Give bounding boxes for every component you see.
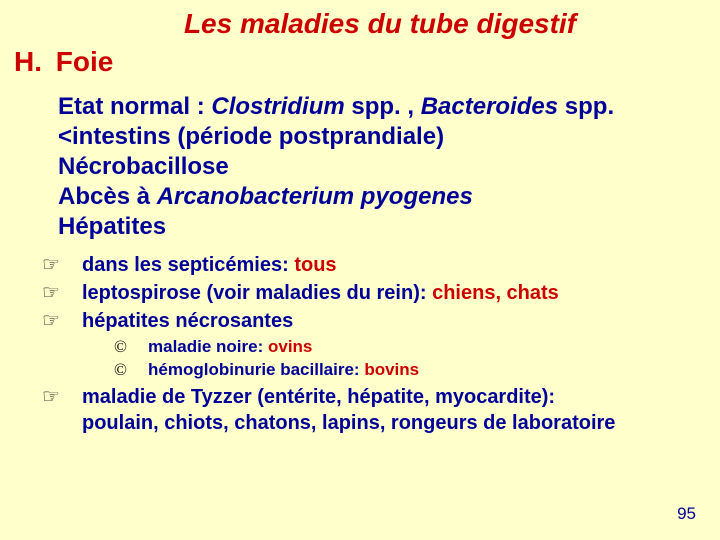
bullet-c2: hémoglobinurie bacillaire: bovins <box>148 359 419 382</box>
body-line-5: Hépatites <box>58 212 706 242</box>
bullet-f3: hépatites nécrosantes <box>82 308 293 334</box>
copyright-icon: © <box>114 359 148 382</box>
bullet-f1-text: dans les septicémies: <box>82 254 294 276</box>
bullet-c2-species: bovins <box>364 360 419 379</box>
body-line-1-mid: spp. , <box>345 93 421 120</box>
bullet-list-level1: ☞ dans les septicémies: tous ☞ leptospir… <box>14 252 706 436</box>
bullet-c1-species: ovins <box>268 337 312 356</box>
slide-title: Les maladies du tube digestif <box>14 8 706 40</box>
body-block: Etat normal : Clostridium spp. , Bactero… <box>14 92 706 242</box>
body-line-4: Abcès à Arcanobacterium pyogenes <box>58 182 706 212</box>
body-line-3: Nécrobacillose <box>58 152 706 182</box>
body-line-1-genus1: Clostridium <box>211 93 344 120</box>
page-number: 95 <box>677 504 696 524</box>
bullet-f4-line2: poulain, chiots, chatons, lapins, rongeu… <box>82 412 615 434</box>
bullet-f4-line1: maladie de Tyzzer (entérite, hépatite, m… <box>82 386 555 408</box>
body-line-1-post: spp. <box>558 93 614 120</box>
bullet-list-level2: © maladie noire: ovins © hémoglobinurie … <box>42 336 706 382</box>
body-line-1-genus2: Bacteroides <box>421 93 558 120</box>
body-line-1: Etat normal : Clostridium spp. , Bactero… <box>58 92 706 122</box>
list-item: ☞ leptospirose (voir maladies du rein): … <box>42 280 706 306</box>
bullet-f2-species: chiens, chats <box>432 282 559 304</box>
bullet-f4: maladie de Tyzzer (entérite, hépatite, m… <box>82 384 615 436</box>
list-item: ☞ maladie de Tyzzer (entérite, hépatite,… <box>42 384 706 436</box>
bullet-f2: leptospirose (voir maladies du rein): ch… <box>82 280 559 306</box>
body-line-4-species: Arcanobacterium pyogenes <box>157 183 473 210</box>
bullet-c1-text: maladie noire: <box>148 337 268 356</box>
hand-icon: ☞ <box>42 280 82 306</box>
bullet-c1: maladie noire: ovins <box>148 336 312 359</box>
list-item: © maladie noire: ovins <box>114 336 706 359</box>
list-item: © hémoglobinurie bacillaire: bovins <box>114 359 706 382</box>
section-header: H. Foie <box>14 46 706 78</box>
section-name: Foie <box>56 46 114 78</box>
bullet-f3-text: hépatites nécrosantes <box>82 310 293 332</box>
list-item: ☞ hépatites nécrosantes <box>42 308 706 334</box>
hand-icon: ☞ <box>42 384 82 410</box>
copyright-icon: © <box>114 336 148 359</box>
body-line-2: <intestins (période postprandiale) <box>58 122 706 152</box>
hand-icon: ☞ <box>42 308 82 334</box>
list-item: ☞ dans les septicémies: tous <box>42 252 706 278</box>
body-line-4-pre: Abcès à <box>58 183 157 210</box>
section-letter: H. <box>14 46 42 78</box>
body-line-1-pre: Etat normal : <box>58 93 211 120</box>
bullet-f1: dans les septicémies: tous <box>82 252 337 278</box>
slide-container: Les maladies du tube digestif H. Foie Et… <box>0 0 720 540</box>
bullet-c2-text: hémoglobinurie bacillaire: <box>148 360 364 379</box>
bullet-f1-species: tous <box>294 254 336 276</box>
hand-icon: ☞ <box>42 252 82 278</box>
bullet-f2-text: leptospirose (voir maladies du rein): <box>82 282 432 304</box>
